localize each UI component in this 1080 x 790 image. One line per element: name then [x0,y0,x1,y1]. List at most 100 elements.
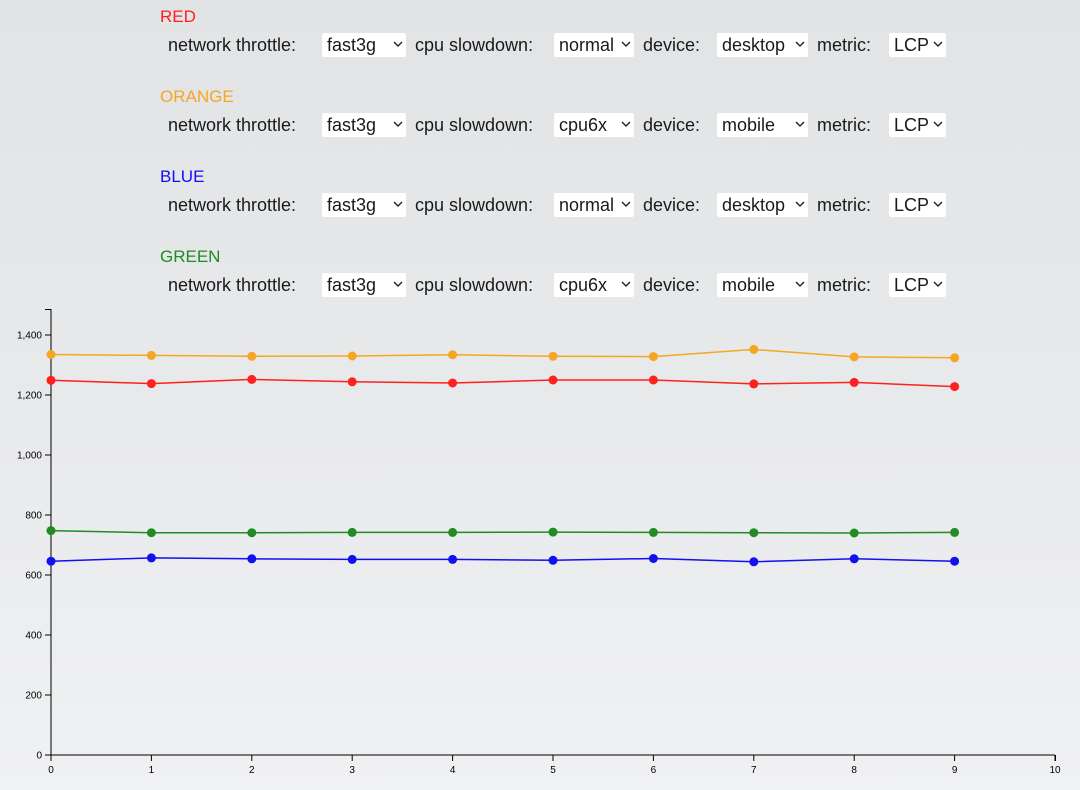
cpu-slowdown-select[interactable]: cpu6x [554,273,634,297]
device-select[interactable]: mobile [717,273,808,297]
data-point [146,528,156,538]
chevron-down-icon [621,41,631,47]
network-throttle-value: fast3g [327,195,377,215]
x-tick-label: 5 [550,765,556,776]
control-row: network throttle: fast3g cpu slowdown: c… [0,273,1080,297]
data-point [448,378,458,388]
network-throttle-label: network throttle: [168,275,297,295]
control-row: network throttle: fast3g cpu slowdown: n… [0,193,1080,217]
series-group-orange: ORANGE network throttle: fast3g cpu slow… [0,80,1080,150]
metric-label: metric: [817,35,871,55]
data-point [448,350,458,360]
chevron-down-icon [795,281,805,287]
cpu-slowdown-label: cpu slowdown: [415,115,534,135]
data-point [950,353,960,363]
chevron-down-icon [795,201,805,207]
y-tick-label: 800 [25,511,42,522]
metric-select[interactable]: LCP [889,33,946,57]
metric-value: LCP [894,275,930,295]
x-tick-label: 8 [851,765,857,776]
device-label: device: [643,275,701,295]
data-point [849,528,859,538]
network-throttle-value: fast3g [327,115,377,135]
network-throttle-select[interactable]: fast3g [322,113,406,137]
chevron-down-icon [933,41,943,47]
metric-select[interactable]: LCP [889,113,946,137]
device-value: desktop [722,195,786,215]
y-tick-label: 1,400 [17,331,42,342]
series-title: ORANGE [160,87,234,106]
data-point [849,554,859,564]
network-throttle-value: fast3g [327,275,377,295]
data-point [548,527,558,537]
data-point [849,352,859,362]
data-point [46,375,56,385]
data-point [448,554,458,564]
chevron-down-icon [933,281,943,287]
chevron-down-icon [933,201,943,207]
cpu-slowdown-label: cpu slowdown: [415,275,534,295]
data-point [247,528,257,538]
cpu-slowdown-select[interactable]: normal [554,193,634,217]
data-point [950,556,960,566]
device-value: desktop [722,35,786,55]
series-title: BLUE [160,167,205,186]
metric-select[interactable]: LCP [889,273,946,297]
metric-value: LCP [894,115,930,135]
network-throttle-select[interactable]: fast3g [322,273,406,297]
series-group-red: RED network throttle: fast3g cpu slowdow… [0,0,1080,70]
cpu-slowdown-select[interactable]: normal [554,33,634,57]
device-select[interactable]: mobile [717,113,808,137]
series-group-blue: BLUE network throttle: fast3g cpu slowdo… [0,160,1080,230]
control-row: network throttle: fast3g cpu slowdown: c… [0,113,1080,137]
metric-label: metric: [817,115,871,135]
data-point [347,351,357,361]
data-point [749,379,759,389]
data-point [950,527,960,537]
metric-value: LCP [894,35,930,55]
chevron-down-icon [393,201,403,207]
series-line [50,378,955,388]
network-throttle-select[interactable]: fast3g [322,193,406,217]
chevron-down-icon [393,121,403,127]
cpu-slowdown-label: cpu slowdown: [415,35,534,55]
chevron-down-icon [933,121,943,127]
device-select[interactable]: desktop [717,193,808,217]
device-value: mobile [722,115,776,135]
series-title: RED [160,7,196,26]
x-tick-label: 3 [349,765,355,776]
data-point [146,553,156,563]
device-label: device: [643,115,701,135]
x-tick-label: 1 [149,765,155,776]
cpu-slowdown-value: normal [559,35,615,55]
metric-select[interactable]: LCP [889,193,946,217]
data-point [247,374,257,384]
data-point [448,527,458,537]
network-throttle-label: network throttle: [168,35,297,55]
data-point [548,555,558,565]
data-point [749,344,759,354]
series-line [50,557,955,563]
metric-label: metric: [817,195,871,215]
network-throttle-select[interactable]: fast3g [322,33,406,57]
y-tick-label: 1,000 [17,451,42,462]
network-throttle-label: network throttle: [168,115,297,135]
data-point [548,351,558,361]
data-point [146,350,156,360]
data-point [849,377,859,387]
x-tick-label: 7 [751,765,757,776]
network-throttle-label: network throttle: [168,195,297,215]
metric-value: LCP [894,195,930,215]
series-line [50,529,955,534]
x-tick-label: 0 [48,765,54,776]
cpu-slowdown-value: cpu6x [559,115,608,135]
cpu-slowdown-select[interactable]: cpu6x [554,113,634,137]
data-point [347,554,357,564]
control-row: network throttle: fast3g cpu slowdown: n… [0,33,1080,57]
network-throttle-value: fast3g [327,35,377,55]
x-tick-label: 2 [249,765,255,776]
data-point [347,377,357,387]
data-point [648,352,658,362]
device-select[interactable]: desktop [717,33,808,57]
y-tick-label: 400 [25,631,42,642]
